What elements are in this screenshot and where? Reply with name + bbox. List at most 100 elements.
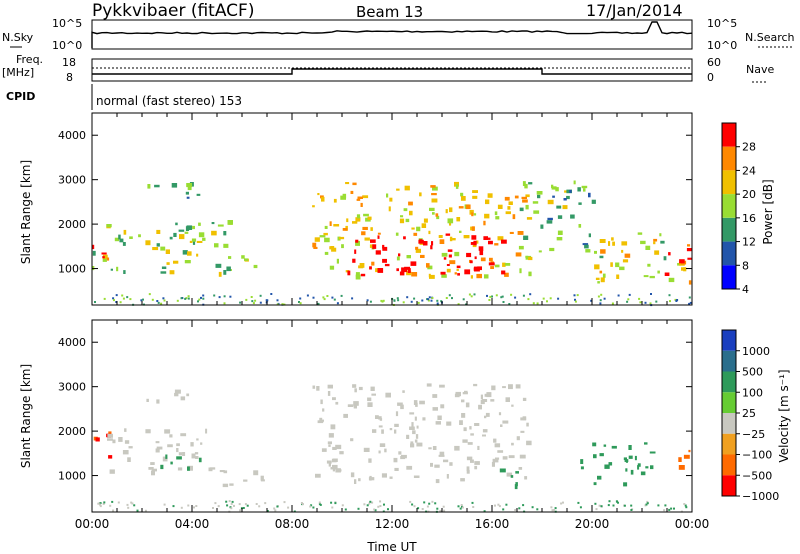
velocity-echo-cell [330,424,336,430]
power-ground-scatter [396,297,399,300]
power-echo-cell [371,261,375,266]
power-ground-scatter [445,297,448,299]
power-echo-cell [145,240,151,246]
power-echo-cell [189,240,193,243]
power-echo-cell [361,231,366,236]
velocity-ground-scatter [594,502,597,505]
power-echo-cell [404,185,410,191]
velocity-ground-scatter [195,505,198,507]
velocity-echo-cell [128,446,133,449]
power-echo-cell [178,229,185,232]
velocity-ground-scatter [228,500,231,503]
velocity-echo-cell [688,449,691,453]
power-echo-cell [427,265,433,270]
power-echo-cell [441,252,448,257]
power-echo-cell [369,244,375,248]
power-echo-cell [92,250,96,256]
velocity-ground-scatter [264,502,267,505]
power-echo-cell [419,192,422,197]
power-echo-cell [447,249,453,252]
power-echo-cell [523,235,529,240]
power-echo-cell [196,240,203,243]
velocity-ground-scatter [99,502,102,505]
velocity-echo-cell [490,399,495,402]
velocity-echo-cell [381,473,387,478]
velocity-echo-cell [397,402,403,406]
power-echo-cell [472,195,478,199]
velocity-echo-cell [200,442,203,445]
power-ground-scatter [611,302,614,305]
velocity-echo-cell [637,465,640,470]
velocity-echo-cell [625,468,628,472]
power-echo-cell [611,237,614,241]
power-echo-cell [583,188,586,192]
power-echo-cell [355,239,359,243]
power-echo-cell [399,218,405,224]
velocity-echo-cell [511,404,514,407]
power-ground-scatter [381,300,384,303]
velocity-echo-cell [624,459,629,462]
power-echo-cell [637,232,643,235]
velocity-echo-cell [160,464,164,470]
power-ground-scatter [639,301,642,304]
power-echo-cell [350,190,354,194]
velocity-ground-scatter [623,504,626,507]
power-echo-cell [446,268,451,273]
power-echo-cell [106,224,112,228]
power-ground-scatter [187,295,190,298]
velocity-echo-cell [400,404,404,410]
power-echo-cell [312,205,315,208]
velocity-echo-cell [485,412,490,417]
power-echo-cell [469,209,474,215]
velocity-echo-cell [462,439,468,443]
power-echo-cell [152,247,159,251]
power-ground-scatter [462,298,465,301]
power-ground-scatter [436,302,439,305]
velocity-echo-cell [470,459,474,463]
power-ground-scatter [229,295,232,298]
power-echo-cell [408,201,413,206]
velocity-echo-cell [432,407,438,411]
beam-label: Beam 13 [356,3,423,21]
power-echo-cell [505,211,511,215]
velocity-echo-cell [640,471,646,476]
power-echo-cell [352,258,356,263]
velocity-echo-cell [623,482,628,487]
power-echo-cell [440,271,446,275]
power-echo-cell [566,195,570,200]
velocity-echo-cell [196,438,199,441]
power-ground-scatter [156,300,159,302]
power-echo-cell [367,216,372,220]
velocity-echo-cell [402,390,405,393]
power-ground-scatter [202,297,205,300]
power-ground-scatter [259,294,262,297]
power-echo-cell [160,271,167,274]
power-echo-cell [526,217,533,220]
velocity-echo-cell [593,482,597,486]
power-echo-cell [679,259,685,264]
power-echo-cell [622,259,629,263]
velocity-ground-scatter [411,503,414,506]
velocity-echo-cell [335,401,339,405]
velocity-echo-cell [628,455,633,459]
power-echo-cell [619,266,625,271]
velocity-echo-cell [198,457,202,463]
power-colorbar-tick-label: 28 [742,141,756,154]
power-echo-cell [185,191,189,195]
velocity-colorbar-tick-label: −100 [742,449,772,462]
velocity-echo-cell [186,393,190,397]
power-ground-scatter [250,296,253,298]
velocity-ground-scatter [379,500,382,503]
power-ground-scatter [574,300,577,303]
power-ground-scatter [689,301,692,304]
power-echo-cell [449,207,453,213]
power-echo-cell [228,256,232,259]
freq-tick-bottom: 8 [66,71,73,84]
power-echo-cell [118,234,121,240]
power-echo-cell [508,201,513,205]
velocity-ground-scatter [212,507,214,509]
velocity-echo-cell [443,459,449,463]
velocity-ylabel: Slant Range [km] [19,364,33,468]
power-ground-scatter [239,301,242,304]
power-echo-cell [388,206,391,212]
